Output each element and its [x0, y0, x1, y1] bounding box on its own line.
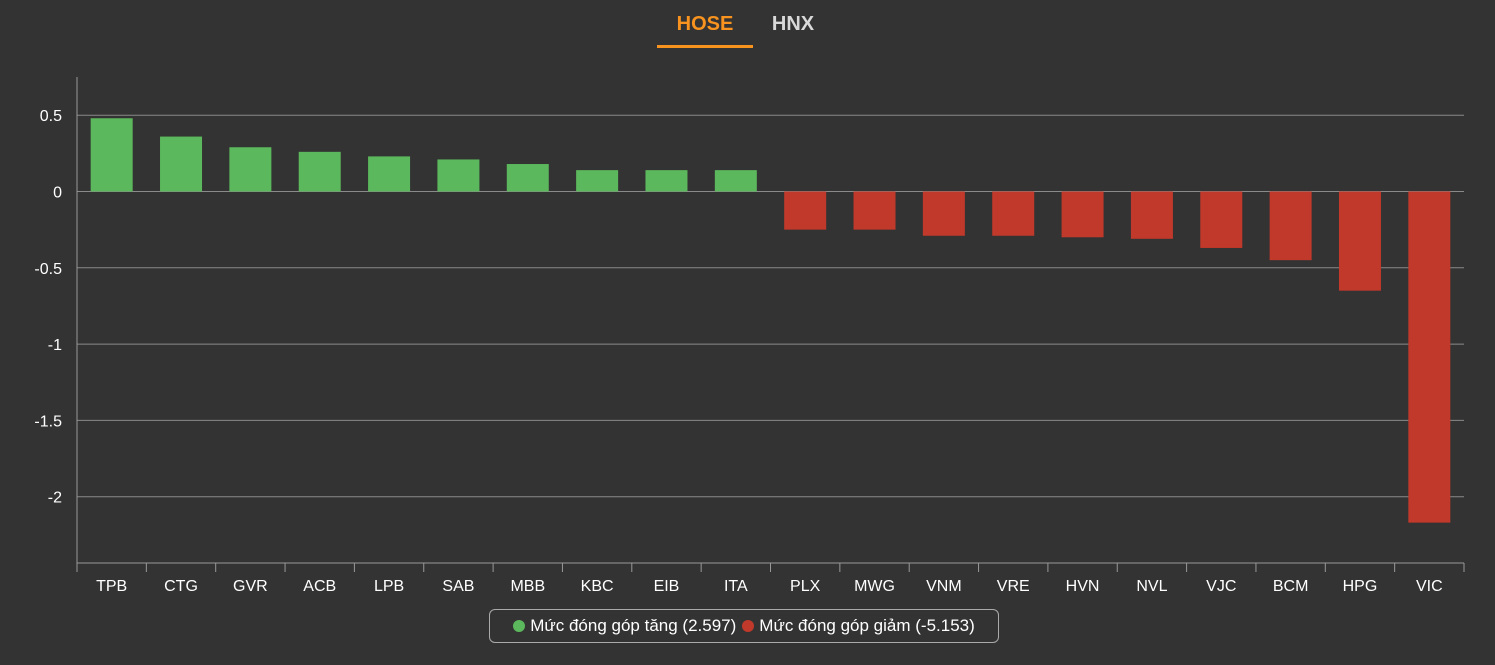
x-tick-label: NVL [1136, 578, 1167, 595]
bar-gvr[interactable] [229, 147, 272, 192]
bar-mbb[interactable] [506, 164, 549, 192]
bar-acb[interactable] [298, 151, 341, 192]
bar-ctg[interactable] [160, 136, 203, 192]
x-tick-label: ACB [303, 578, 336, 595]
x-tick-label: CTG [164, 578, 198, 595]
bar-hpg[interactable] [1338, 191, 1381, 291]
x-tick-label: MWG [854, 578, 895, 595]
bar-vnm[interactable] [922, 191, 965, 236]
bar-tpb[interactable] [90, 118, 133, 192]
tab-hnx[interactable]: HNX [771, 13, 815, 35]
y-tick-label: -2 [48, 490, 62, 507]
bar-mwg[interactable] [853, 191, 896, 230]
grid-lines [77, 114, 1464, 498]
x-tick-label: HPG [1343, 578, 1378, 595]
chart-legend: Mức đóng góp tăng (2.597) Mức đóng góp g… [489, 609, 999, 643]
tab-hose[interactable]: HOSE [657, 12, 753, 48]
x-tick-label: EIB [654, 578, 680, 595]
increase-dot-icon [513, 620, 526, 632]
bar-lpb[interactable] [368, 156, 411, 192]
bars [90, 118, 1451, 523]
bar-bcm[interactable] [1269, 191, 1312, 261]
bar-eib[interactable] [645, 170, 688, 192]
bar-nvl[interactable] [1130, 191, 1173, 239]
y-tick-label: 0 [53, 185, 62, 202]
legend-item-increase[interactable]: Mức đóng góp tăng (2.597) [513, 616, 736, 636]
x-tick-label: PLX [790, 578, 821, 595]
bar-sab[interactable] [437, 159, 480, 192]
y-tick-label: -1 [48, 337, 62, 354]
y-tick-label: -1.5 [34, 413, 62, 430]
bar-vre[interactable] [992, 191, 1035, 236]
legend-label-decrease: Mức đóng góp giảm (-5.153) [759, 616, 975, 635]
x-tick-label: ITA [724, 578, 748, 595]
y-tick-label: -0.5 [34, 261, 62, 278]
bar-vic[interactable] [1408, 191, 1451, 523]
y-axis-ticks: 0.5 0 -0.5 -1 -1.5 -2 [34, 108, 62, 507]
x-tick-label: BCM [1273, 578, 1309, 595]
y-tick-label: 0.5 [40, 108, 62, 125]
legend-label-increase: Mức đóng góp tăng (2.597) [530, 616, 737, 635]
x-tick-label: KBC [581, 578, 614, 595]
bar-hvn[interactable] [1061, 191, 1104, 238]
exchange-tabs: HOSE HNX [0, 0, 1495, 50]
x-tick-label: VNM [926, 578, 962, 595]
bar-kbc[interactable] [576, 170, 619, 192]
x-tick-label: SAB [442, 578, 474, 595]
axes [76, 77, 1464, 564]
decrease-dot-icon [742, 620, 755, 632]
x-tick-label: VRE [997, 578, 1030, 595]
x-tick-label: MBB [510, 578, 545, 595]
bar-plx[interactable] [784, 191, 827, 230]
x-tick-label: TPB [96, 578, 127, 595]
x-tick-label: LPB [374, 578, 404, 595]
legend-item-decrease[interactable]: Mức đóng góp giảm (-5.153) [742, 616, 975, 636]
x-axis-ticks: TPB CTG GVR ACB LPB SAB MBB KBC EIB ITA PLX MWG VNM V… [76, 563, 1465, 595]
x-tick-label: VIC [1416, 578, 1443, 595]
bar-ita[interactable] [714, 170, 757, 192]
x-tick-label: VJC [1206, 578, 1236, 595]
x-tick-label: GVR [233, 578, 268, 595]
x-tick-label: HVN [1066, 578, 1100, 595]
bar-vjc[interactable] [1200, 191, 1243, 248]
